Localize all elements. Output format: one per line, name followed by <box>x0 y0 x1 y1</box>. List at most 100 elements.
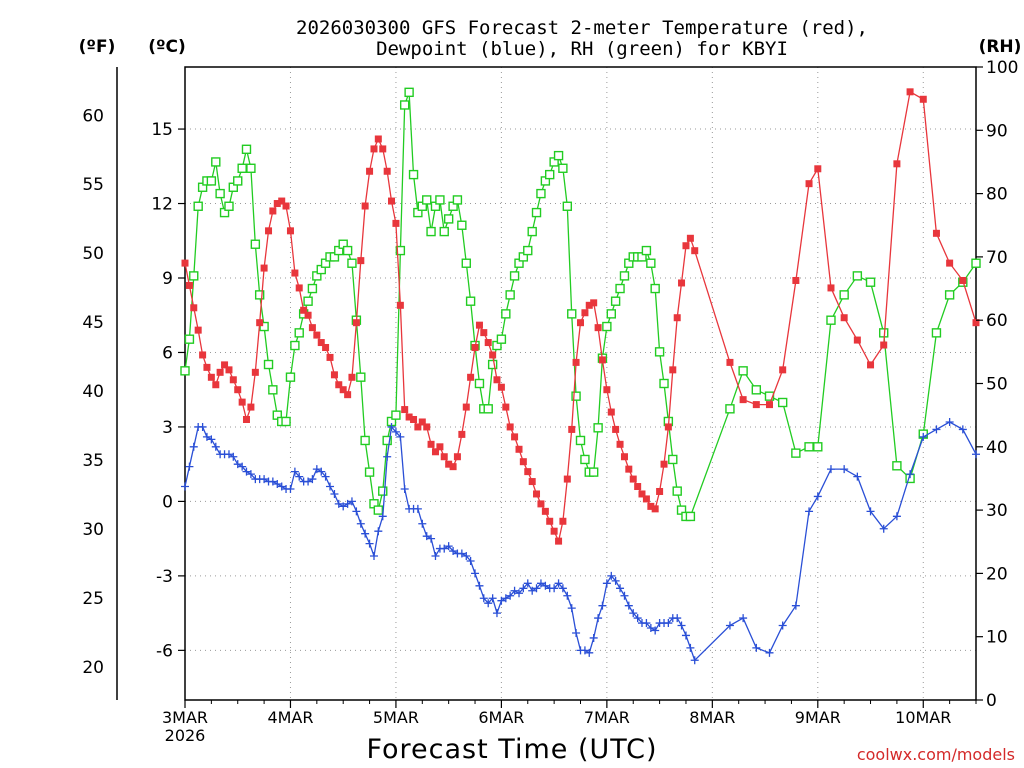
rh-point <box>189 271 199 281</box>
celsius-tick-label: 15 <box>151 120 173 140</box>
temperature-point <box>203 363 211 371</box>
temperature-point <box>374 135 382 143</box>
temperature-point <box>335 381 343 389</box>
rh-point <box>562 201 573 211</box>
rh-point <box>852 271 863 281</box>
temperature-point <box>207 373 215 381</box>
rh-point <box>545 169 555 180</box>
dewpoint-point <box>488 594 497 603</box>
dewpoint-point <box>290 467 299 476</box>
temperature-point <box>256 319 264 327</box>
rh-point <box>738 366 748 376</box>
rh-point <box>263 359 274 370</box>
dewpoint-point <box>725 621 734 630</box>
rh-point <box>290 340 300 351</box>
rh-point <box>971 258 981 268</box>
rh-point <box>211 157 221 167</box>
dewpoint-point <box>198 422 207 431</box>
temperature-point <box>247 403 255 411</box>
rh-point <box>580 454 590 465</box>
celsius-tick-label: 12 <box>151 195 173 215</box>
dewpoint-point <box>457 549 466 558</box>
dewpoint-point <box>515 589 524 598</box>
temperature-point <box>647 502 655 510</box>
temperature-point <box>453 453 461 461</box>
temperature-point <box>568 425 576 433</box>
chart-title-line2: Dewpoint (blue), RH (green) for KBYI <box>376 38 788 60</box>
dewpoint-point <box>752 643 761 652</box>
temperature-point <box>541 507 549 515</box>
temperature-point <box>546 517 554 525</box>
temperature-point <box>511 433 519 441</box>
temperature-point <box>550 527 558 535</box>
rh-point <box>659 378 669 389</box>
temperature-point <box>726 358 734 366</box>
dewpoint-point <box>431 552 440 561</box>
temperature-point <box>691 247 699 255</box>
fahrenheit-tick-label: 40 <box>82 382 104 402</box>
temperature-point <box>242 415 250 423</box>
rh-point <box>575 435 586 446</box>
temperature-point <box>436 443 444 451</box>
dewpoint-point <box>273 480 282 489</box>
rh-point <box>531 207 542 218</box>
dewpoint-point <box>607 571 616 580</box>
rh-point <box>501 309 511 319</box>
rh-point <box>206 176 217 186</box>
fahrenheit-tick-label: 45 <box>82 313 104 333</box>
rh-point <box>826 315 836 325</box>
dewpoint-point <box>365 539 374 548</box>
temperature-point <box>475 321 483 329</box>
dewpoint-point <box>361 529 370 538</box>
dewpoint-point <box>567 604 576 613</box>
temperature-point <box>471 344 479 352</box>
rh-point <box>725 404 735 414</box>
dewpoint-point <box>334 499 343 508</box>
temperature-point <box>779 366 787 374</box>
dewpoint-point <box>633 614 642 623</box>
dewpoint-point <box>462 552 471 561</box>
temperature-point <box>405 413 413 421</box>
temperature-point <box>519 458 527 466</box>
temperature-point <box>221 361 229 369</box>
temperature-point <box>370 145 378 153</box>
rh-tick-label: 60 <box>986 311 1008 331</box>
temperature-point <box>594 324 602 332</box>
rh-tick-label: 90 <box>986 121 1008 141</box>
temperature-point <box>533 490 541 498</box>
rh-point <box>567 309 577 319</box>
rh-point <box>509 271 520 281</box>
temperature-point <box>414 423 422 431</box>
rh-point <box>879 328 889 338</box>
rh-point <box>672 486 682 496</box>
rh-tick-label: 30 <box>986 501 1008 521</box>
temperature-point <box>612 425 620 433</box>
dewpoint-point <box>572 628 581 637</box>
dewpoint-point <box>686 643 695 652</box>
temperature-point <box>181 259 189 267</box>
temperature-point <box>739 396 747 404</box>
rh-point <box>294 328 304 338</box>
rh-point <box>668 454 678 465</box>
chart-title-line1: 2026030300 GFS Forecast 2-meter Temperat… <box>296 17 868 39</box>
rh-point <box>408 169 419 180</box>
temperature-point <box>528 478 536 486</box>
temperature-point <box>357 257 365 265</box>
fahrenheit-tick-label: 50 <box>82 244 104 264</box>
celsius-tick-label: 9 <box>162 269 173 289</box>
dewpoint-point <box>444 542 453 551</box>
dewpoint-point <box>690 656 699 665</box>
rh-point <box>307 283 318 294</box>
temperature-point <box>260 264 268 272</box>
temperature-point <box>366 167 374 175</box>
dewpoint-point <box>519 584 528 593</box>
rh-point <box>527 226 537 237</box>
rh-point <box>373 505 384 515</box>
dewpoint-point <box>321 472 330 481</box>
dewpoint-point <box>972 450 980 459</box>
dewpoint-point <box>391 427 400 436</box>
temperature-point <box>493 376 501 384</box>
dewpoint-point <box>813 492 822 501</box>
rh-point <box>777 397 788 408</box>
rh-point <box>184 334 195 344</box>
